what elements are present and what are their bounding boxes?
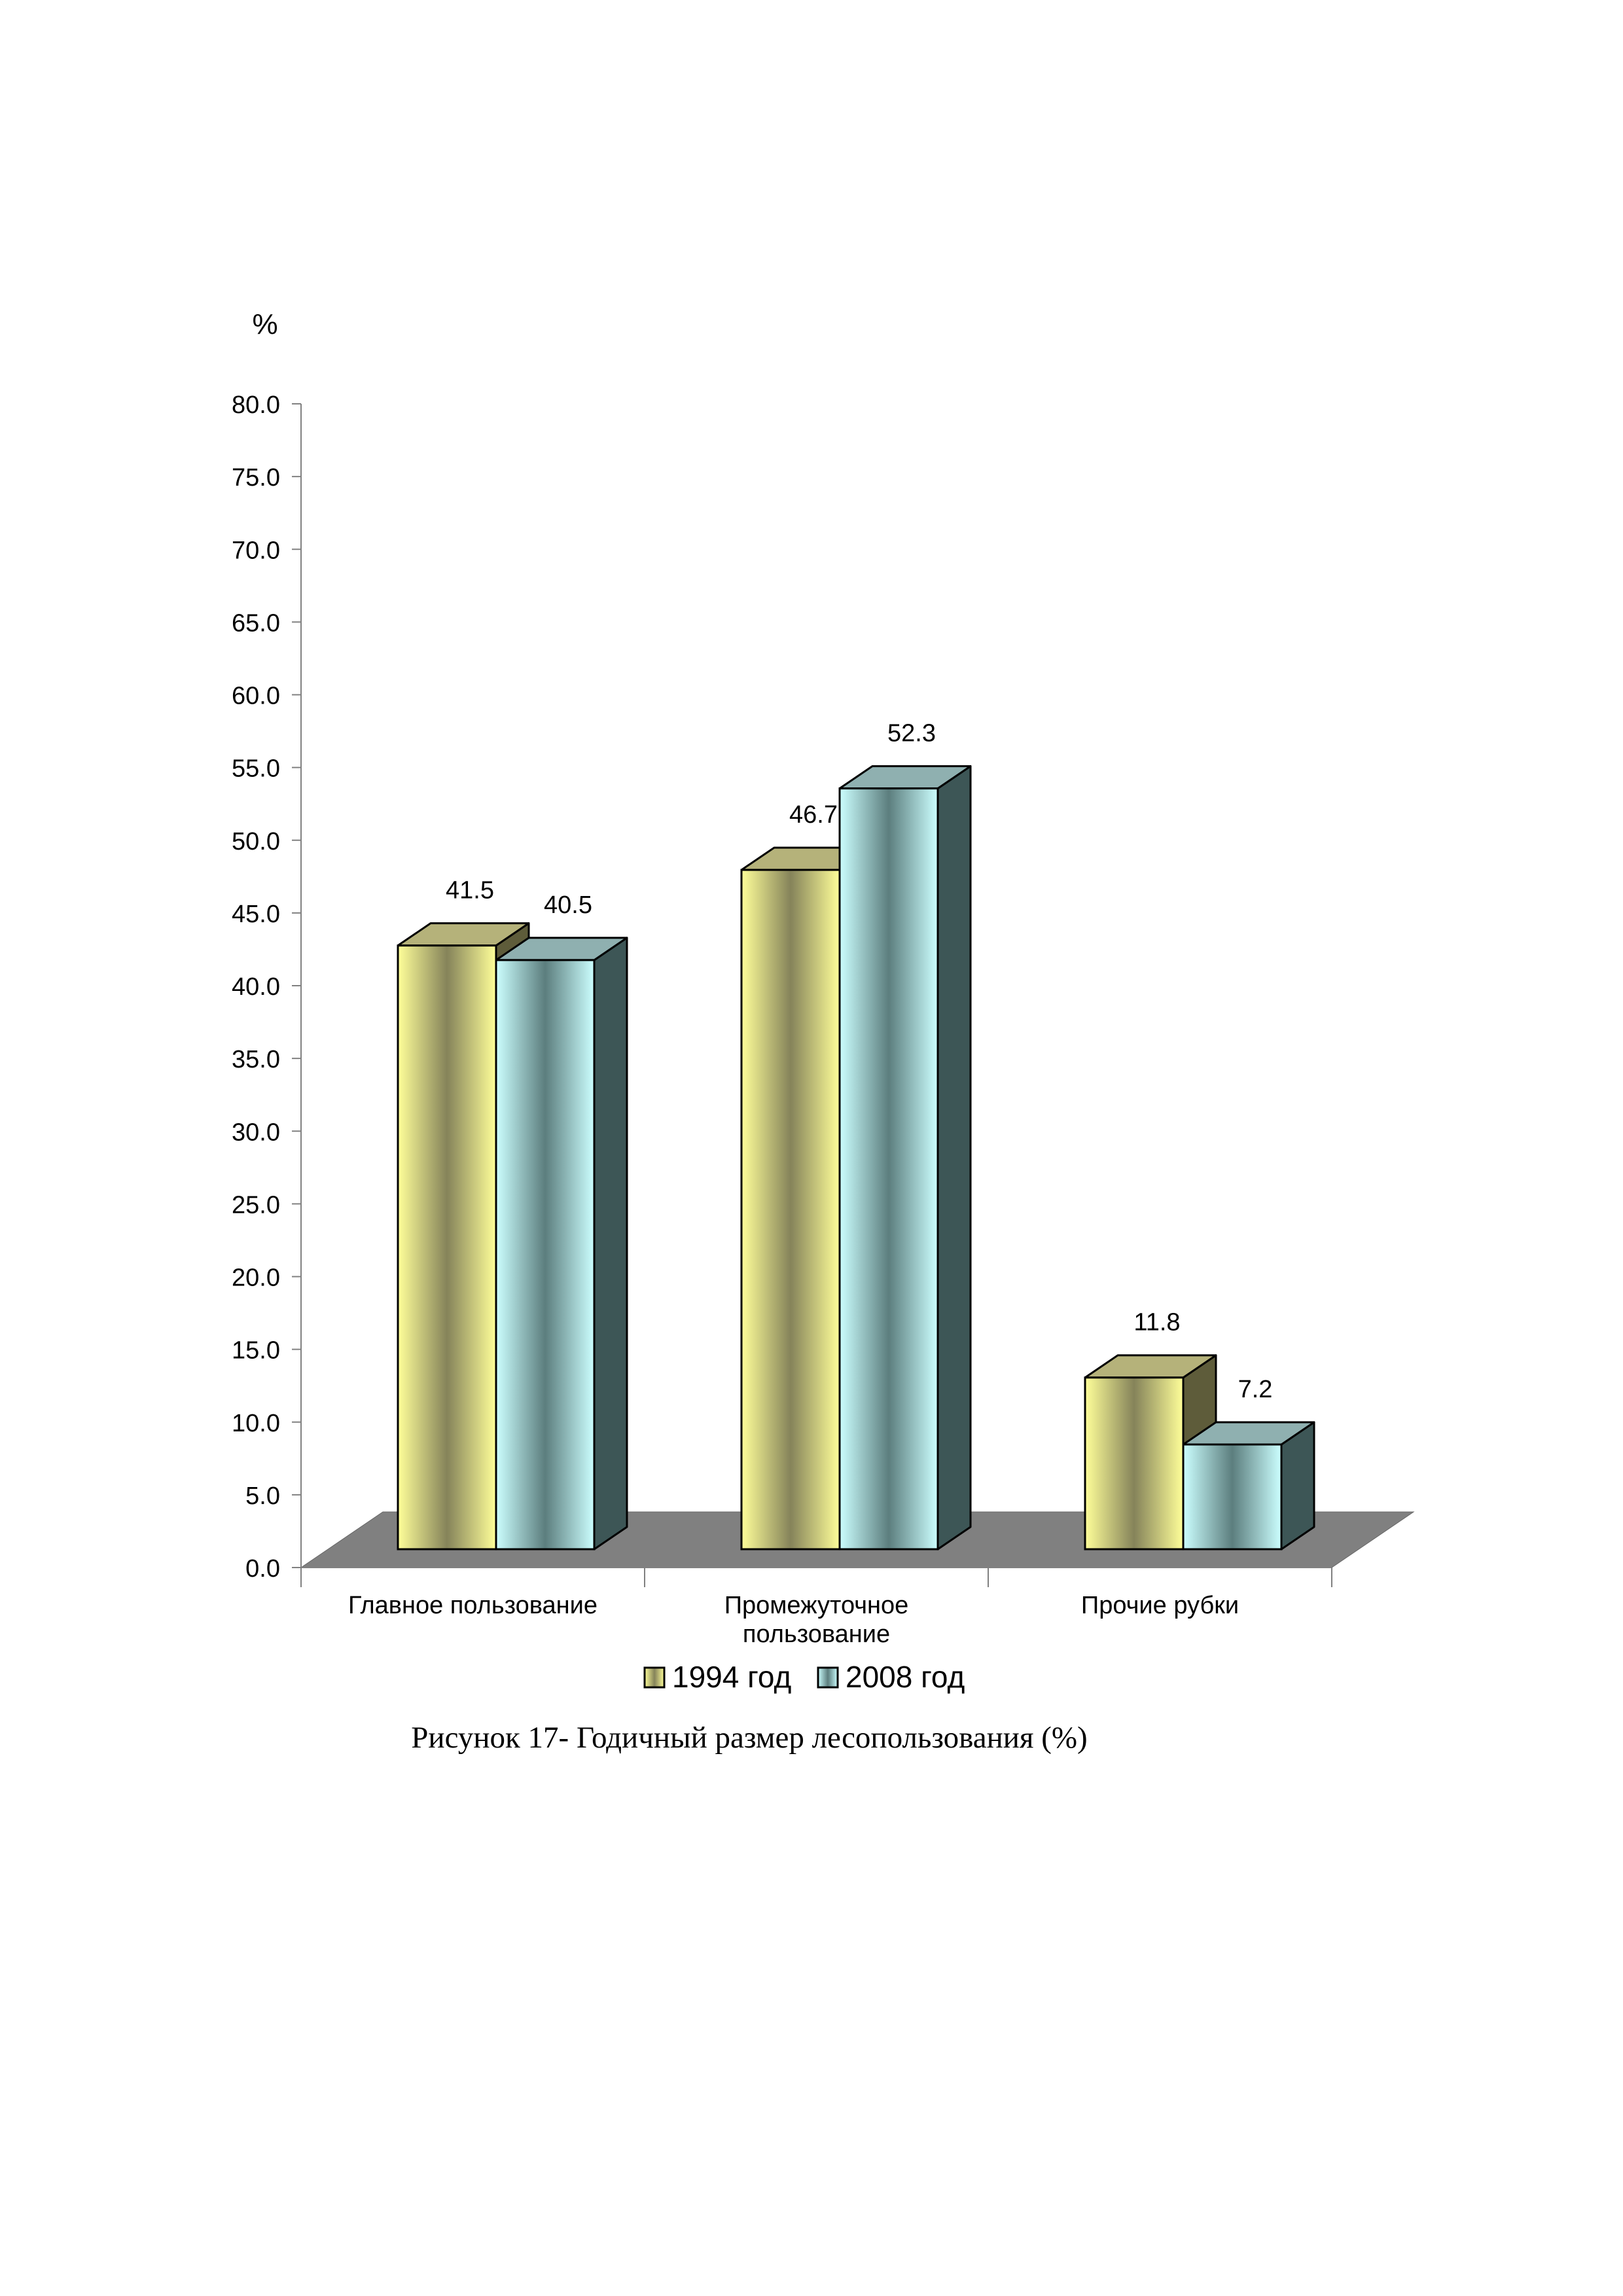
y-tick-label: 30.0 (232, 1119, 280, 1146)
figure-caption: Рисунок 17- Годичный размер лесопользова… (411, 1721, 1088, 1755)
y-tick-label: 55.0 (232, 755, 280, 783)
y-tick-label: 5.0 (245, 1482, 280, 1510)
legend-label: 1994 год (672, 1660, 791, 1694)
bar (838, 787, 939, 1551)
y-tick-label: 80.0 (232, 391, 280, 419)
data-label: 7.2 (1238, 1376, 1273, 1403)
data-label: 11.8 (1133, 1309, 1180, 1336)
data-label: 41.5 (446, 877, 494, 905)
bar (740, 869, 841, 1551)
bar-side (593, 937, 628, 1551)
y-tick-label: 20.0 (232, 1265, 280, 1292)
y-tick-label: 40.0 (232, 973, 280, 1001)
y-tick-label: 0.0 (245, 1555, 280, 1583)
y-tick-label: 70.0 (232, 537, 280, 564)
bar-chart: 0.0 5.0 10.0 15.0 20.0 25.0 30.0 35.0 40.0 45.0 50… (232, 308, 1415, 1694)
y-tick-label: 65.0 (232, 609, 280, 637)
y-tick-label: 60.0 (232, 683, 280, 710)
bar (1182, 1443, 1283, 1551)
data-label: 46.7 (789, 801, 838, 829)
x-tick-label: Прочие рубки (1081, 1592, 1239, 1619)
data-label: 40.5 (544, 891, 592, 919)
y-tick-label: 35.0 (232, 1046, 280, 1073)
x-tick-label: пользование (743, 1621, 890, 1648)
data-label: 52.3 (887, 720, 936, 747)
legend-label: 2008 год (846, 1660, 965, 1694)
bar (1084, 1376, 1185, 1551)
bar (495, 959, 596, 1551)
x-tick-label: Промежуточное (724, 1592, 909, 1619)
bar-side (936, 765, 972, 1551)
y-tick-label: 50.0 (232, 828, 280, 855)
y-tick-label: 15.0 (232, 1337, 280, 1365)
legend-swatch (643, 1666, 666, 1689)
y-tick-label: 25.0 (232, 1191, 280, 1219)
y-tick-label: 10.0 (232, 1410, 280, 1437)
x-tick-label: Главное пользование (348, 1592, 597, 1619)
y-axis-label: % (252, 308, 277, 340)
legend-swatch (817, 1666, 839, 1689)
bar (397, 944, 497, 1551)
y-tick-label: 75.0 (232, 464, 280, 492)
y-tick-label: 45.0 (232, 901, 280, 928)
